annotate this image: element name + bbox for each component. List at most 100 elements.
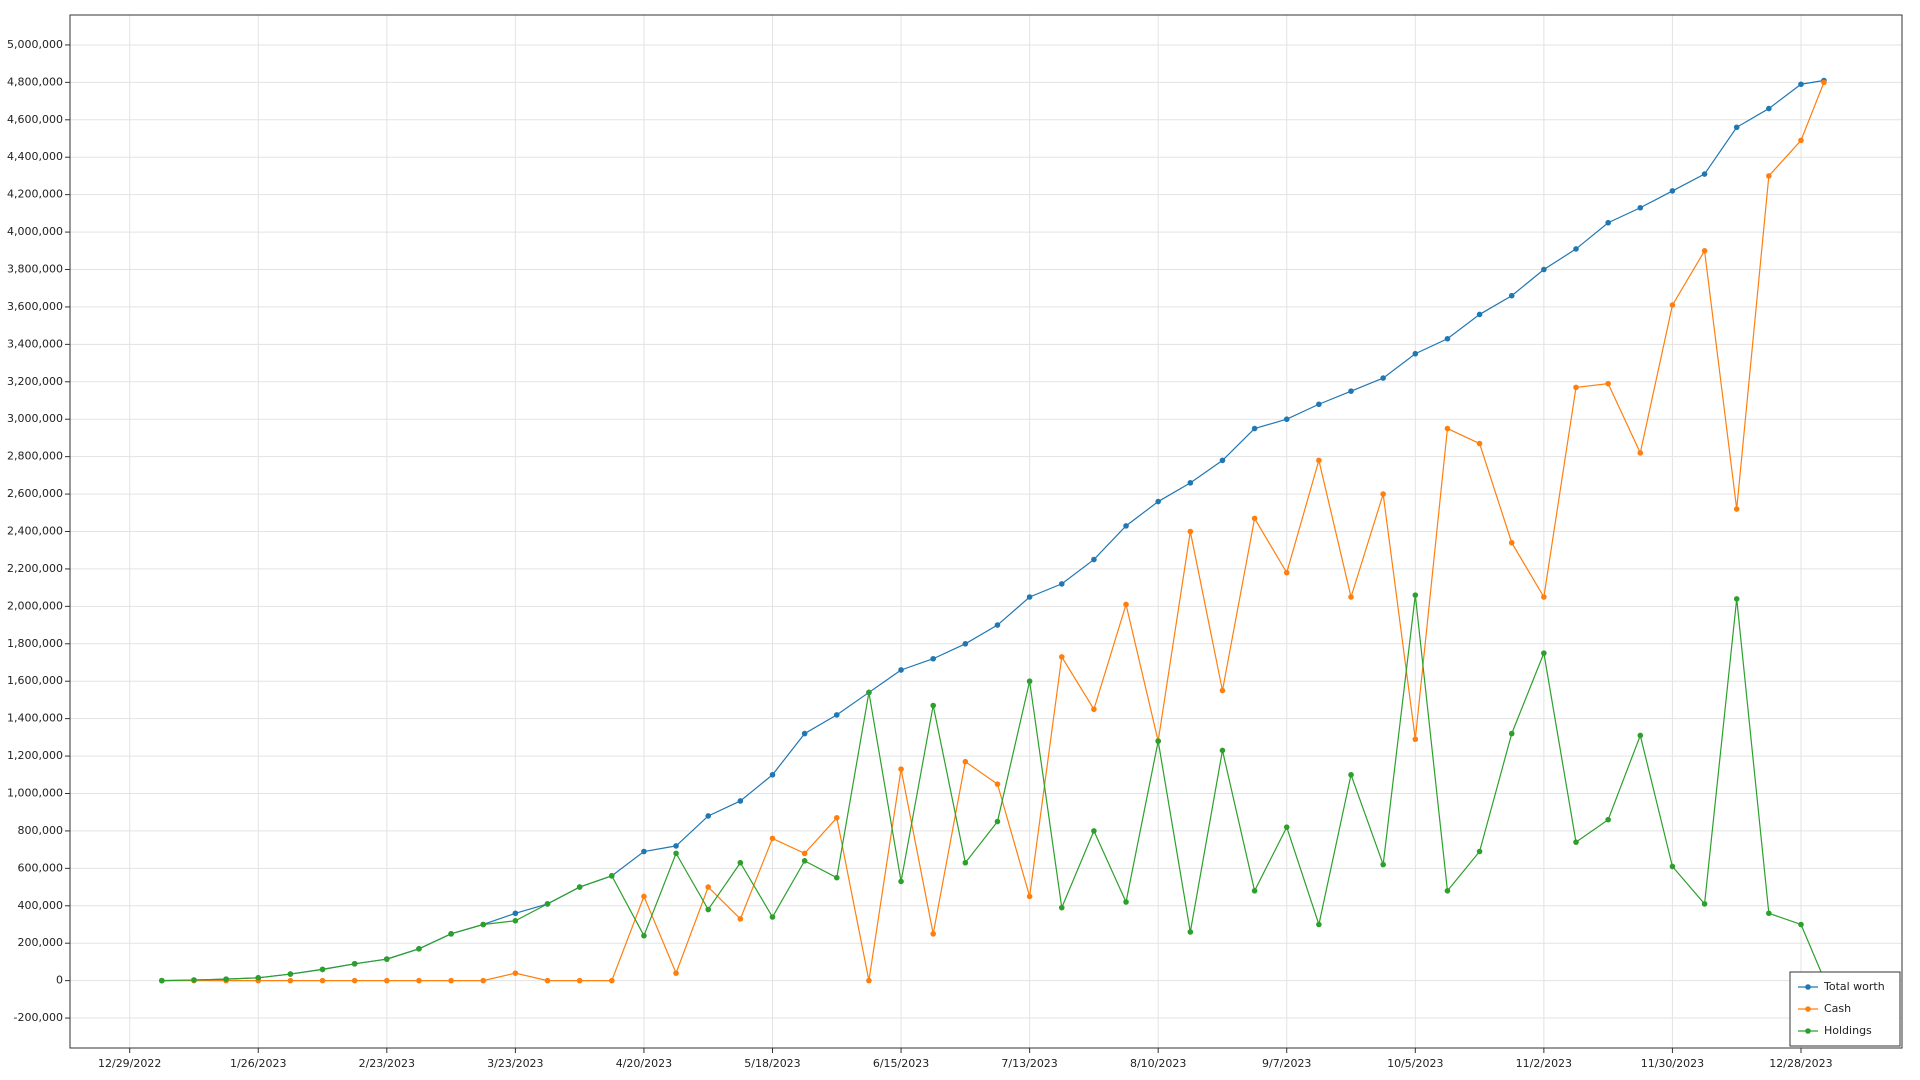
point bbox=[898, 878, 904, 885]
point bbox=[544, 977, 551, 984]
point bbox=[962, 758, 969, 765]
point bbox=[544, 901, 551, 907]
y-tick-label: 3,600,000 bbox=[7, 300, 63, 313]
point bbox=[448, 977, 454, 984]
point bbox=[1155, 498, 1161, 505]
point bbox=[1187, 528, 1194, 535]
legend-marker bbox=[1805, 1028, 1811, 1034]
y-tick-label: 2,400,000 bbox=[7, 525, 63, 538]
point bbox=[608, 977, 615, 984]
point bbox=[1091, 828, 1097, 834]
point bbox=[1026, 594, 1033, 600]
point bbox=[1541, 266, 1547, 273]
y-tick-label: 2,800,000 bbox=[7, 450, 63, 463]
point bbox=[255, 975, 262, 981]
point bbox=[1798, 137, 1804, 144]
point bbox=[1541, 594, 1547, 600]
x-tick-label: 9/7/2023 bbox=[1262, 1057, 1311, 1070]
point bbox=[737, 859, 744, 866]
point bbox=[1573, 384, 1579, 391]
point bbox=[1733, 596, 1740, 602]
y-tick-label: 600,000 bbox=[18, 861, 64, 874]
point bbox=[1733, 506, 1740, 512]
point bbox=[1444, 888, 1451, 894]
point bbox=[962, 859, 969, 866]
y-tick-label: 2,200,000 bbox=[7, 562, 63, 575]
point bbox=[1766, 105, 1772, 112]
x-tick-label: 7/13/2023 bbox=[1001, 1057, 1057, 1070]
y-tick-label: 4,000,000 bbox=[7, 225, 63, 238]
point bbox=[1251, 888, 1258, 894]
point bbox=[705, 906, 712, 913]
point bbox=[319, 977, 326, 984]
point bbox=[866, 977, 872, 984]
y-tick-label: 2,000,000 bbox=[7, 599, 63, 612]
point bbox=[994, 622, 1001, 628]
point bbox=[1637, 204, 1644, 211]
point bbox=[1508, 292, 1515, 299]
point bbox=[1348, 388, 1354, 394]
legend-label: Cash bbox=[1824, 1002, 1851, 1015]
point bbox=[673, 850, 679, 857]
point bbox=[1444, 425, 1451, 432]
point bbox=[737, 916, 744, 922]
point bbox=[1733, 124, 1740, 131]
point bbox=[512, 910, 519, 917]
point bbox=[1058, 654, 1065, 660]
y-tick-label: 4,200,000 bbox=[7, 188, 63, 201]
point bbox=[1508, 539, 1515, 546]
point bbox=[705, 813, 712, 819]
point bbox=[1476, 848, 1483, 855]
point bbox=[994, 818, 1001, 825]
point bbox=[1412, 592, 1419, 598]
y-tick-label: 200,000 bbox=[18, 936, 64, 949]
point bbox=[416, 977, 422, 984]
y-tick-label: 3,400,000 bbox=[7, 337, 63, 350]
point bbox=[1573, 246, 1579, 252]
point bbox=[1283, 824, 1290, 830]
point bbox=[1316, 921, 1322, 928]
point bbox=[769, 771, 776, 778]
point bbox=[1348, 594, 1354, 600]
point bbox=[994, 781, 1001, 787]
point bbox=[608, 873, 615, 879]
y-tick-label: 4,800,000 bbox=[7, 75, 63, 88]
point bbox=[351, 960, 358, 967]
point bbox=[1476, 311, 1483, 318]
x-tick-label: 11/2/2023 bbox=[1516, 1057, 1572, 1070]
point bbox=[641, 932, 647, 939]
point bbox=[1058, 581, 1065, 587]
point bbox=[801, 850, 808, 857]
point bbox=[1798, 81, 1804, 88]
point bbox=[1123, 899, 1129, 905]
point bbox=[1637, 732, 1644, 739]
point bbox=[1573, 839, 1579, 845]
point bbox=[1091, 706, 1097, 713]
point bbox=[1508, 730, 1515, 737]
y-tick-label: -200,000 bbox=[14, 1011, 63, 1024]
y-tick-label: 1,400,000 bbox=[7, 712, 63, 725]
point bbox=[769, 835, 776, 842]
point bbox=[1283, 416, 1290, 423]
point bbox=[1798, 921, 1804, 928]
y-tick-label: 1,800,000 bbox=[7, 637, 63, 650]
point bbox=[1669, 188, 1676, 194]
point bbox=[384, 956, 390, 962]
point bbox=[1026, 678, 1033, 685]
point bbox=[1283, 569, 1290, 576]
plot-frame bbox=[69, 14, 1903, 1049]
point bbox=[930, 931, 936, 937]
point bbox=[576, 977, 583, 984]
x-tick-label: 10/5/2023 bbox=[1387, 1057, 1443, 1070]
x-tick-label: 5/18/2023 bbox=[744, 1057, 800, 1070]
point bbox=[1669, 302, 1676, 308]
y-tick-label: 5,000,000 bbox=[7, 38, 63, 51]
y-tick-label: 4,400,000 bbox=[7, 150, 63, 163]
point bbox=[833, 815, 840, 821]
point bbox=[512, 917, 519, 924]
y-tick-label: 1,200,000 bbox=[7, 749, 63, 762]
point bbox=[1316, 457, 1322, 464]
